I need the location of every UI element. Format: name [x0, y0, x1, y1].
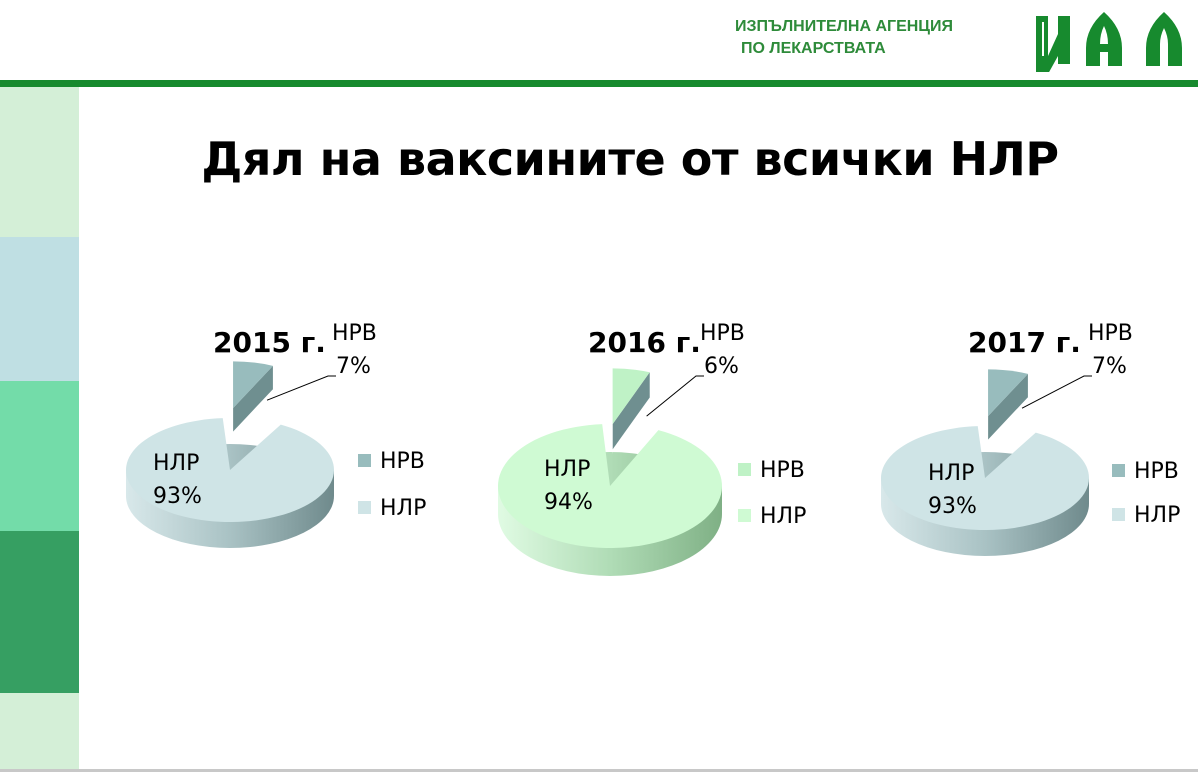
legend-label: НЛР — [380, 496, 426, 521]
pie-slice-НЛР — [126, 418, 335, 523]
legend-swatch — [358, 454, 371, 467]
chart-title: 2015 г. — [213, 326, 326, 359]
legend-swatch — [1112, 464, 1125, 477]
slide-title: Дял на ваксините от всички НЛР — [201, 132, 1059, 186]
legend-swatch — [358, 501, 371, 514]
legend-label: НРВ — [1134, 459, 1179, 484]
header-divider — [0, 80, 1198, 87]
agency-name-line2: ПО ЛЕКАРСТВАТА — [741, 40, 886, 57]
data-label-category: НЛР — [544, 457, 590, 482]
data-label-category: НЛР — [928, 461, 974, 486]
chart-title: 2017 г. — [968, 326, 1081, 359]
legend-swatch — [738, 509, 751, 522]
pie-slice-side-НРВ — [988, 373, 1028, 440]
legend-swatch — [738, 463, 751, 476]
callout-line — [1021, 375, 1092, 409]
left-band-3 — [0, 381, 79, 531]
pie-slice-НРВ — [988, 369, 1028, 417]
data-label-value: 7% — [336, 354, 371, 379]
pie-slice-НЛР — [498, 424, 723, 548]
data-label-category: НРВ — [1088, 321, 1133, 346]
data-label-category: НЛР — [153, 451, 199, 476]
left-band-5 — [0, 693, 79, 769]
callout-line — [266, 375, 336, 401]
pie-slice-НРВ — [612, 368, 650, 425]
pie-slice-side-НРВ — [233, 365, 273, 432]
pie-slice-НРВ — [233, 361, 273, 409]
legend-label: НРВ — [380, 449, 425, 474]
agency-logo — [1036, 12, 1182, 72]
agency-name-line1: ИЗПЪЛНИТЕЛНА АГЕНЦИЯ — [735, 18, 953, 35]
legend-label: НЛР — [1134, 503, 1180, 528]
data-label-value: 94% — [544, 490, 593, 515]
pie-slice-gap — [608, 414, 613, 455]
agency-name: ИЗПЪЛНИТЕЛНА АГЕНЦИЯ ПО ЛЕКАРСТВАТА — [735, 16, 953, 60]
data-label-value: 7% — [1092, 354, 1127, 379]
left-band-2 — [0, 237, 79, 381]
pie-chart-3: 2017 г. НРВ 7% НЛР 93% НРВ НЛР — [881, 321, 1180, 556]
data-label-value: 93% — [153, 484, 202, 509]
legend-label: НЛР — [760, 504, 806, 529]
footer-divider — [0, 769, 1198, 772]
data-label-value: 6% — [704, 354, 739, 379]
pie-slice-side-НРВ — [612, 372, 650, 450]
callout-line — [646, 375, 704, 417]
left-band-4 — [0, 531, 79, 693]
data-label-category: НРВ — [700, 321, 745, 346]
pie-slice-gap — [229, 398, 234, 439]
left-band-1 — [0, 87, 79, 237]
chart-title: 2016 г. — [588, 326, 701, 359]
pie-slice-НЛР — [881, 426, 1090, 530]
legend-swatch — [1112, 508, 1125, 521]
data-label-value: 93% — [928, 494, 977, 519]
data-label-category: НРВ — [332, 321, 377, 346]
legend-label: НРВ — [760, 458, 805, 483]
pie-slice-gap — [984, 406, 989, 447]
